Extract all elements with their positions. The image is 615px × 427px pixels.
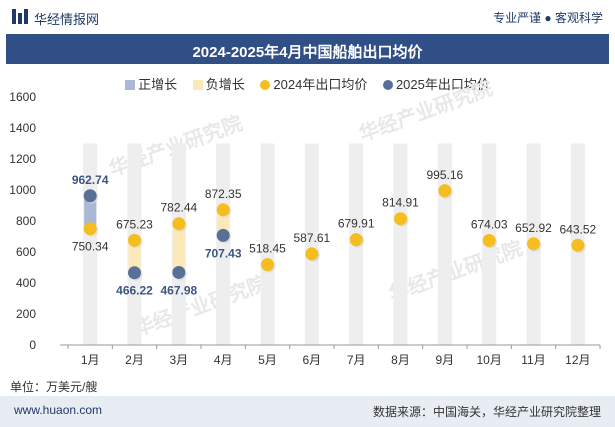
slogan: 专业严谨 ● 客观科学 xyxy=(493,11,603,25)
legend: 正增长 负增长 2024年出口均价 2025年出口均价 xyxy=(0,74,615,93)
y-tick-label: 1200 xyxy=(9,152,36,166)
data-label-2025: 962.74 xyxy=(72,173,109,187)
point-2024 xyxy=(527,237,540,251)
x-tick-label: 5月 xyxy=(258,353,277,367)
x-tick-label: 7月 xyxy=(347,353,366,367)
column-background-bar xyxy=(393,143,408,345)
point-2024 xyxy=(172,217,186,231)
point-2024 xyxy=(261,258,274,272)
chart-title: 2024-2025年4月中国船舶出口均价 xyxy=(192,44,423,61)
point-2024 xyxy=(394,212,407,226)
data-label-2024: 782.44 xyxy=(160,201,197,215)
x-tick-label: 1月 xyxy=(81,353,100,367)
brand-name: 华经情报网 xyxy=(34,12,100,27)
y-tick-label: 0 xyxy=(29,338,36,352)
y-tick-label: 1400 xyxy=(9,121,36,135)
decrease-bar xyxy=(172,223,185,273)
legend-2024: 2024年出口均价 xyxy=(260,74,367,93)
y-tick-label: 800 xyxy=(16,214,36,228)
y-tick-label: 200 xyxy=(16,307,36,321)
data-label-2024: 750.34 xyxy=(72,240,109,254)
x-tick-label: 8月 xyxy=(391,353,410,367)
data-label-2024: 675.23 xyxy=(116,217,153,231)
x-tick-label: 12月 xyxy=(565,353,590,367)
unit-label: 单位：万美元/艘 xyxy=(10,380,98,394)
x-tick-label: 10月 xyxy=(476,353,501,367)
column-background-bar xyxy=(304,143,319,345)
data-label-2025: 707.43 xyxy=(205,246,242,260)
x-tick-label: 2月 xyxy=(125,353,144,367)
data-label-2024: 652.92 xyxy=(515,221,552,235)
data-label-2024: 872.35 xyxy=(205,187,242,201)
legend-2025: 2025年出口均价 xyxy=(382,74,490,93)
site-url[interactable]: www.huaon.com xyxy=(14,403,103,417)
data-label-2025: 466.22 xyxy=(116,284,153,298)
data-label-2024: 643.52 xyxy=(559,222,596,236)
x-tick-label: 4月 xyxy=(214,353,233,367)
y-tick-label: 600 xyxy=(16,245,36,259)
data-label-2024: 674.03 xyxy=(471,218,508,232)
x-tick-label: 6月 xyxy=(302,353,321,367)
column-background-bar xyxy=(216,143,231,345)
data-label-2025: 467.98 xyxy=(160,283,197,297)
point-2025 xyxy=(172,265,186,279)
point-2024 xyxy=(571,238,585,252)
data-label-2024: 814.91 xyxy=(382,196,419,210)
legend-decrease: 负增长 xyxy=(192,74,245,93)
y-tick-label: 400 xyxy=(16,276,36,290)
y-tick-label: 1000 xyxy=(9,183,36,197)
point-2024 xyxy=(349,233,363,247)
x-tick-label: 3月 xyxy=(169,353,188,367)
point-2025 xyxy=(216,228,230,242)
data-label-2024: 587.61 xyxy=(293,231,330,245)
column-background-bar xyxy=(260,143,275,345)
point-2024 xyxy=(216,203,230,217)
point-2025 xyxy=(128,266,141,280)
legend-increase: 正增长 xyxy=(125,74,177,93)
data-label-2024: 679.91 xyxy=(338,217,375,231)
point-2024 xyxy=(482,234,496,248)
footer-bar: www.huaon.com 数据来源：中国海关，华经产业研究院整理 xyxy=(0,396,615,427)
x-tick-label: 9月 xyxy=(435,353,454,367)
data-source: 数据来源：中国海关，华经产业研究院整理 xyxy=(372,405,601,419)
huajing-logo-icon xyxy=(12,9,28,24)
point-2024 xyxy=(305,247,319,261)
increase-bar xyxy=(84,195,97,229)
x-tick-label: 11月 xyxy=(521,353,545,367)
point-2024 xyxy=(438,184,452,198)
y-tick-label: 1600 xyxy=(9,90,36,104)
data-label-2024: 518.45 xyxy=(249,242,286,256)
point-2024 xyxy=(128,233,141,247)
top-bar: 华经情报网 专业严谨 ● 客观科学 xyxy=(0,0,615,34)
decrease-bar xyxy=(128,240,141,273)
point-2025 xyxy=(83,189,97,203)
data-label-2024: 995.16 xyxy=(426,168,463,182)
point-2024 xyxy=(83,222,97,236)
title-bar: 2024-2025年4月中国船舶出口均价 xyxy=(6,34,609,64)
